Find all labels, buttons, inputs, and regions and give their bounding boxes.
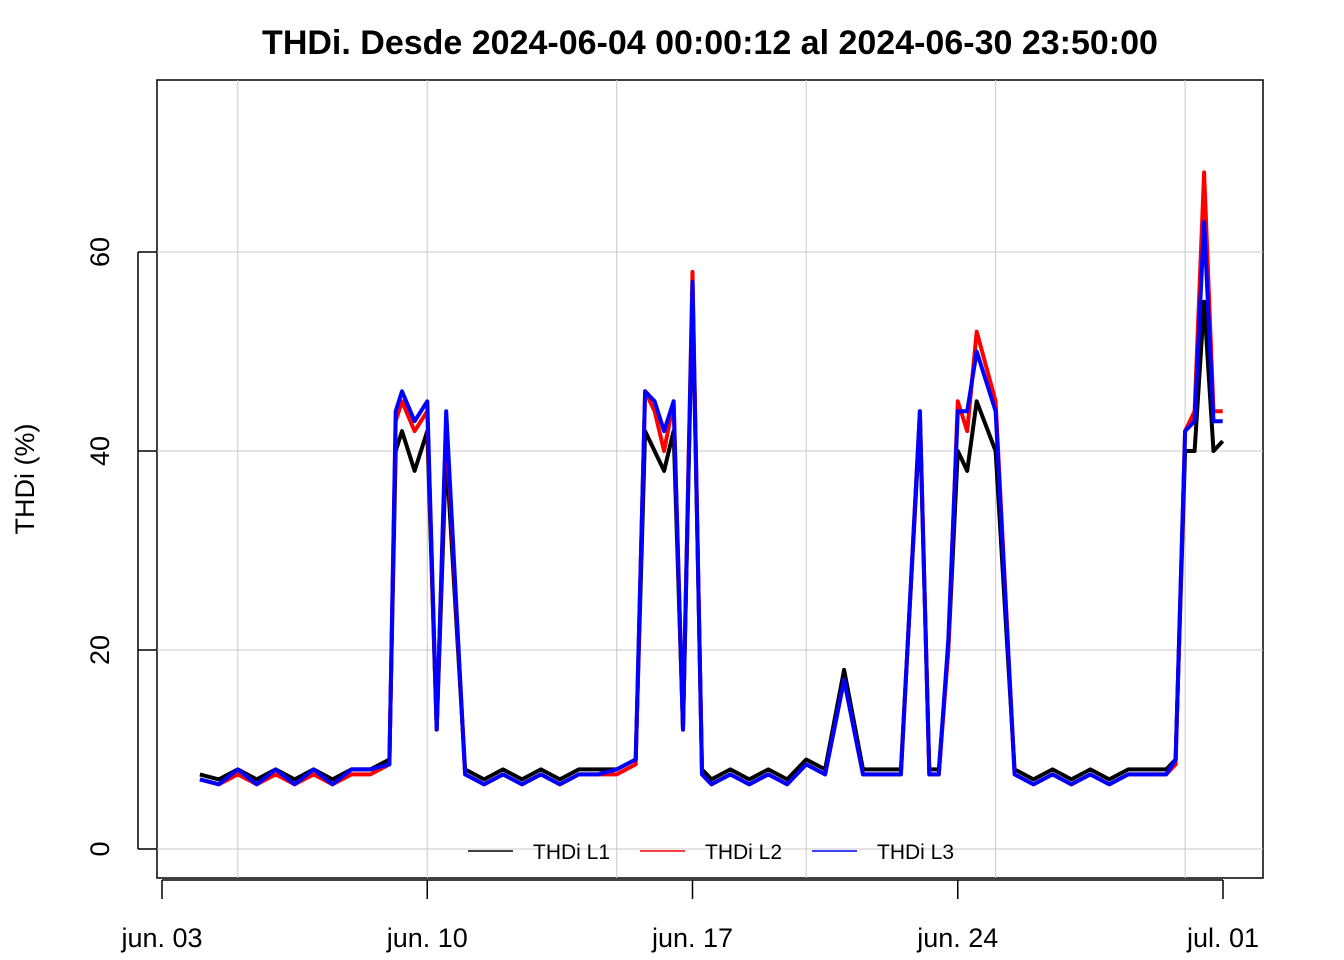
x-axis: jun. 03 jun. 10 jun. 17 jun. 24 jul. 01 (120, 879, 1259, 953)
x-tick-label: jun. 03 (120, 923, 202, 953)
y-tick-label: 20 (85, 635, 115, 665)
legend-label-2: THDi L2 (705, 841, 782, 864)
y-tick-label: 60 (85, 237, 115, 267)
legend-label-3: THDi L3 (877, 841, 954, 864)
grid (157, 80, 1263, 878)
series-layer (199, 170, 1225, 787)
legend-label-1: THDi L1 (533, 841, 610, 864)
y-axis: 0 20 40 60 (85, 237, 157, 857)
y-tick-label: 0 (85, 841, 115, 856)
x-tick-label: jun. 17 (651, 923, 733, 953)
series-line-3 (199, 220, 1223, 787)
x-tick-label: jun. 10 (386, 923, 468, 953)
series-line-1 (199, 289, 1225, 782)
plot-box (156, 79, 1264, 879)
x-tick-label: jun. 24 (916, 923, 998, 953)
series-line-2 (199, 170, 1223, 787)
y-tick-label: 40 (85, 436, 115, 466)
chart-title: THDi. Desde 2024-06-04 00:00:12 al 2024-… (262, 24, 1158, 62)
legend: THDi L1 THDi L2 THDi L3 (468, 841, 954, 864)
x-tick-label: jul. 01 (1186, 923, 1259, 953)
y-axis-label: THDi (%) (10, 424, 40, 535)
